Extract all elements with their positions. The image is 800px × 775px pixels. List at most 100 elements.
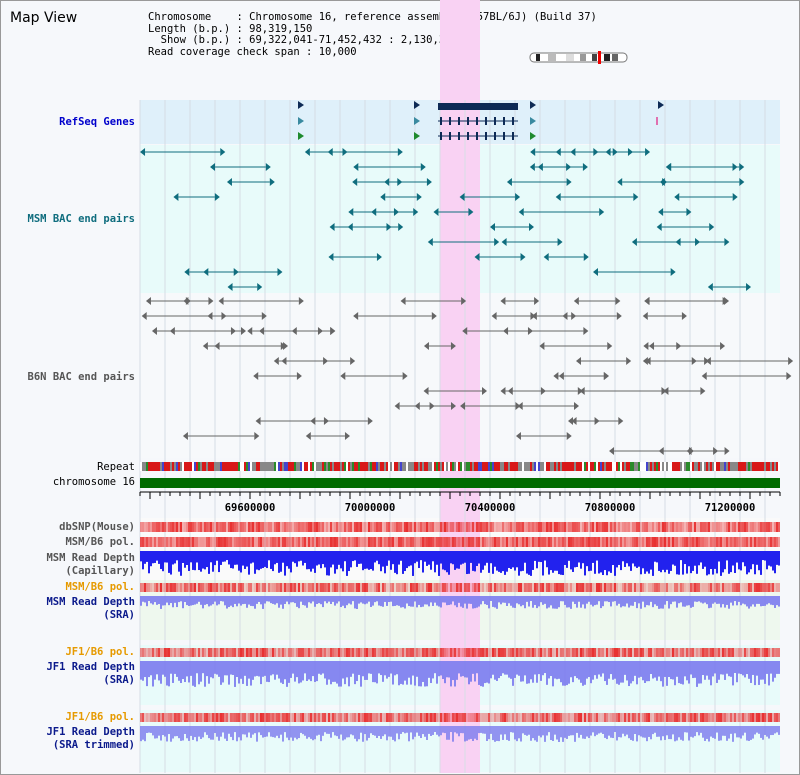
read-depth-bin (396, 551, 398, 575)
polymorphism-bin (188, 583, 190, 592)
repeat-element (402, 462, 404, 471)
read-depth-bin (766, 596, 768, 605)
polymorphism-bin (598, 537, 600, 547)
track-label-msm-read-depth-sra[interactable]: MSM Read Depth (46, 596, 135, 608)
msm-bac-end (686, 208, 692, 216)
polymorphism-bin (350, 713, 352, 722)
read-depth-bin (570, 596, 572, 609)
read-depth-bin (446, 661, 448, 678)
read-depth-bin (410, 596, 412, 607)
read-depth-bin (504, 596, 506, 603)
polymorphism-bin (736, 713, 738, 722)
track-label-dbsnp[interactable]: dbSNP(Mouse) (59, 521, 135, 533)
polymorphism-bin (278, 648, 280, 657)
read-depth-bin (590, 596, 592, 605)
polymorphism-bin (492, 583, 494, 592)
polymorphism-bin (706, 537, 708, 547)
read-depth-bin (298, 596, 300, 609)
read-depth-bin (666, 726, 668, 736)
repeat-element (764, 462, 766, 471)
track-label-jf1-read-depth[interactable]: JF1 Read Depth (46, 661, 135, 673)
polymorphism-bin (572, 713, 574, 722)
read-depth-bin (466, 726, 468, 741)
read-depth-bin (390, 726, 392, 737)
polymorphism-bin (266, 537, 268, 547)
read-depth-bin (556, 596, 558, 609)
polymorphism-bin (264, 583, 266, 592)
read-depth-bin (466, 551, 468, 575)
track-label-msm-read-depth-capillary[interactable]: MSM Read Depth (46, 552, 135, 564)
polymorphism-bin (614, 522, 616, 532)
polymorphism-bin (650, 648, 652, 657)
track-label-refseq-genes[interactable]: RefSeq Genes (59, 116, 135, 128)
polymorphism-bin (638, 537, 640, 547)
polymorphism-bin (250, 648, 252, 657)
read-depth-bin (440, 661, 442, 676)
polymorphism-bin (362, 713, 364, 722)
read-depth-bin (666, 596, 668, 602)
polymorphism-bin (596, 713, 598, 722)
read-depth-bin (458, 551, 460, 569)
polymorphism-bin (728, 713, 730, 722)
track-label-b6n-bac-end-pairs[interactable]: B6N BAC end pairs (27, 371, 135, 383)
polymorphism-bin (762, 713, 764, 722)
polymorphism-bin (148, 537, 150, 547)
polymorphism-bin (422, 537, 424, 547)
polymorphism-bin (204, 648, 206, 657)
read-depth-bin (474, 551, 476, 572)
polymorphism-bin (408, 713, 410, 722)
repeat-element (630, 462, 632, 471)
read-depth-bin (524, 551, 526, 563)
read-depth-bin (646, 726, 648, 742)
track-label-jf1-b6-pol[interactable]: JF1/B6 pol. (65, 646, 135, 658)
msm-bac-end (631, 238, 637, 246)
refseq-exon (476, 132, 478, 140)
read-depth-bin (752, 661, 754, 675)
read-depth-bin (222, 726, 224, 733)
b6n-bac-end (616, 312, 622, 320)
read-depth-bin (726, 596, 728, 605)
ideogram-band (592, 54, 597, 61)
repeat-element (666, 462, 668, 471)
track-label-msm-b6-pol-sra[interactable]: MSM/B6 pol. (65, 581, 135, 593)
track-label-jf1-b6-pol-trimmed[interactable]: JF1/B6 pol. (65, 711, 135, 723)
read-depth-bin (230, 661, 232, 675)
read-depth-bin (140, 726, 142, 742)
refseq-gene-arrow (298, 101, 304, 109)
polymorphism-bin (444, 713, 446, 722)
read-depth-bin (190, 726, 192, 736)
b6n-bac-end (594, 417, 600, 425)
repeat-element (394, 462, 396, 471)
read-depth-bin (290, 551, 292, 573)
polymorphism-bin (344, 537, 346, 547)
polymorphism-bin (458, 537, 460, 547)
repeat-element (410, 462, 412, 471)
refseq-exon (440, 117, 442, 125)
polymorphism-bin (366, 713, 368, 722)
polymorphism-bin (494, 537, 496, 547)
polymorphism-bin (400, 583, 402, 592)
polymorphism-bin (676, 648, 678, 657)
polymorphism-bin (654, 537, 656, 547)
read-depth-bin (562, 551, 564, 576)
b6n-bac-end (350, 357, 356, 365)
track-label-msm-bac-end-pairs[interactable]: MSM BAC end pairs (27, 213, 135, 225)
read-depth-bin (464, 726, 466, 742)
msm-bac-end (233, 268, 239, 276)
read-depth-bin (478, 726, 480, 734)
polymorphism-bin (402, 713, 404, 722)
read-depth-bin (580, 596, 582, 608)
read-depth-bin (716, 726, 718, 733)
read-depth-bin (768, 726, 770, 739)
polymorphism-bin (378, 648, 380, 657)
polymorphism-bin (400, 537, 402, 547)
track-label-jf1-read-depth-trimmed[interactable]: JF1 Read Depth (46, 726, 135, 738)
read-depth-bin (738, 726, 740, 738)
repeat-element (304, 462, 306, 471)
msm-bac-end (210, 163, 216, 171)
polymorphism-bin (564, 648, 566, 657)
read-depth-bin (186, 661, 188, 677)
polymorphism-bin (764, 648, 766, 657)
track-label-msm-b6-pol-capillary[interactable]: MSM/B6 pol. (65, 536, 135, 548)
